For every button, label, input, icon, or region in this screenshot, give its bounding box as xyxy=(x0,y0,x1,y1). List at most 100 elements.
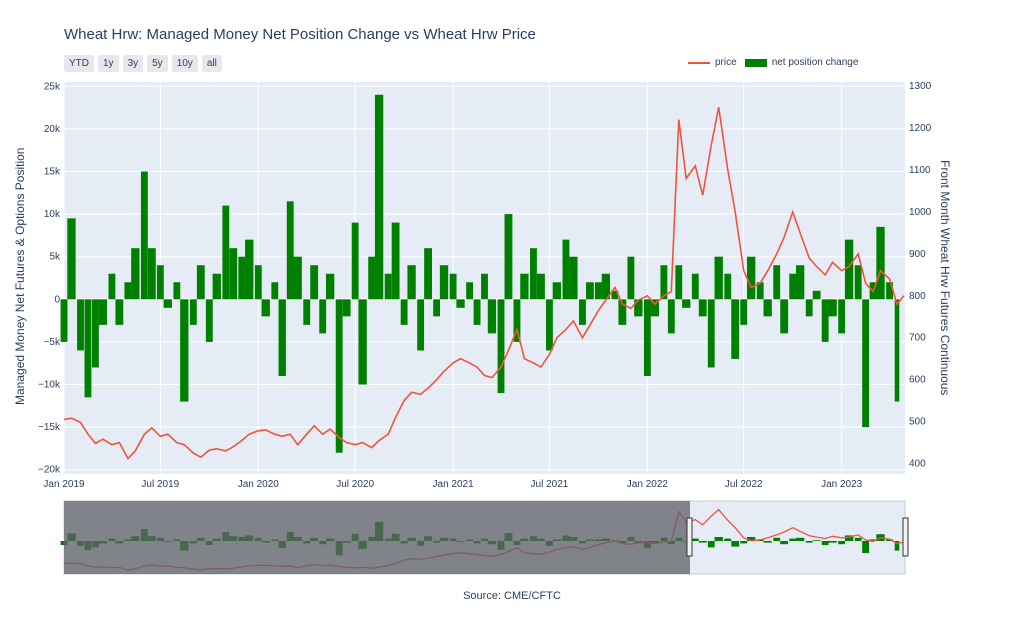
bar-net-position-change xyxy=(173,282,181,300)
bar-net-position-change xyxy=(156,265,164,300)
x-tick-label: Jul 2019 xyxy=(141,479,179,490)
range-slider-handle-right[interactable] xyxy=(902,517,909,557)
slider-bar-net-position-change xyxy=(828,541,837,543)
range-button-10y[interactable]: 10y xyxy=(171,55,198,72)
range-button-5y[interactable]: 5y xyxy=(147,55,168,72)
x-tick-label: Jan 2020 xyxy=(238,479,280,490)
bar-net-position-change xyxy=(611,290,619,300)
x-tick-label: Jul 2022 xyxy=(725,479,763,490)
bar-net-position-change xyxy=(400,299,408,325)
bar-net-position-change xyxy=(212,273,221,300)
bar-net-position-change xyxy=(812,290,821,300)
bar-net-position-change xyxy=(795,265,805,300)
bar-net-position-change xyxy=(756,282,764,300)
bar-net-position-change xyxy=(147,248,156,300)
slider-bar-net-position-change xyxy=(724,538,732,541)
bar-net-position-change xyxy=(229,248,238,300)
range-button-3y[interactable]: 3y xyxy=(122,55,144,72)
bar-net-position-change xyxy=(91,299,99,368)
bar-net-position-change xyxy=(894,299,900,402)
x-tick-label: Jan 2022 xyxy=(627,479,669,490)
bar-net-position-change xyxy=(84,299,92,398)
bar-net-position-change xyxy=(773,265,781,300)
bar-net-position-change xyxy=(698,299,707,317)
range-slider-mask xyxy=(64,501,690,574)
bar-net-position-change xyxy=(358,299,367,385)
bar-net-position-change xyxy=(481,273,488,300)
slider-bar-net-position-change xyxy=(862,541,870,553)
slider-bar-net-position-change xyxy=(747,537,756,541)
range-button-ytd[interactable]: YTD xyxy=(64,55,94,72)
bar-net-position-change xyxy=(238,256,246,300)
legend-item-net-position-change[interactable]: net position change xyxy=(744,57,859,68)
bar-net-position-change xyxy=(466,282,474,300)
bar-net-position-change xyxy=(98,299,108,325)
bar-net-position-change xyxy=(163,299,172,308)
bar-net-position-change xyxy=(342,299,351,317)
bar-net-position-change xyxy=(325,273,335,300)
bar-net-position-change xyxy=(740,299,748,325)
bar-net-position-change xyxy=(407,265,416,300)
bar-net-position-change xyxy=(131,248,140,300)
bar-net-position-change xyxy=(254,265,262,300)
slider-bar-net-position-change xyxy=(869,539,877,541)
y-right-tick-label: 900 xyxy=(909,249,926,260)
bar-net-position-change xyxy=(537,273,545,300)
legend-item-price[interactable]: price xyxy=(688,57,737,68)
y-left-tick-label: 5k xyxy=(49,252,61,263)
bar-net-position-change xyxy=(196,265,205,300)
bar-net-position-change xyxy=(77,299,84,351)
bar-net-position-change xyxy=(374,94,384,300)
bar-net-position-change xyxy=(189,299,197,325)
x-tick-label: Jan 2021 xyxy=(433,479,475,490)
bar-net-position-change xyxy=(293,256,302,300)
bar-net-position-change xyxy=(286,201,294,300)
bar-net-position-change xyxy=(643,299,651,376)
range-button-all[interactable]: all xyxy=(201,55,222,72)
bar-net-position-change xyxy=(854,265,862,300)
slider-bar-net-position-change xyxy=(691,538,699,541)
bar-net-position-change xyxy=(763,299,772,317)
bar-net-position-change xyxy=(368,256,376,300)
bar-net-position-change xyxy=(108,273,116,300)
y-right-tick-label: 1300 xyxy=(909,81,932,92)
bar-net-position-change xyxy=(585,282,594,300)
bar-net-position-change xyxy=(513,299,521,342)
x-tick-label: Jul 2020 xyxy=(336,479,374,490)
slider-bar-net-position-change xyxy=(707,541,715,548)
y-right-tick-label: 400 xyxy=(909,459,926,470)
bar-net-position-change xyxy=(449,273,457,300)
range-slider-handle-left[interactable] xyxy=(686,517,693,557)
range-button-1y[interactable]: 1y xyxy=(98,55,119,72)
bar-net-position-change xyxy=(391,222,400,300)
slider-bar-net-position-change xyxy=(773,537,781,541)
bar-net-position-change xyxy=(310,265,319,300)
y-right-tick-label: 700 xyxy=(909,333,926,344)
bar-net-position-change xyxy=(456,299,465,308)
bar-net-position-change xyxy=(67,218,76,300)
bar-net-position-change xyxy=(424,248,432,300)
y-left-tick-label: −15k xyxy=(38,422,61,433)
y-right-tick-label: 800 xyxy=(909,291,926,302)
y-left-tick-label: 20k xyxy=(44,124,61,135)
bar-net-position-change xyxy=(205,299,213,342)
slider-bar-net-position-change xyxy=(714,537,723,541)
bar-net-position-change xyxy=(60,299,68,342)
y-left-tick-label: 15k xyxy=(44,166,61,177)
bar-net-position-change xyxy=(530,248,537,300)
bar-net-position-change xyxy=(180,299,189,402)
bar-net-position-change xyxy=(789,273,797,300)
y-left-tick-label: 10k xyxy=(44,209,61,220)
bar-net-position-change xyxy=(747,256,756,300)
bar-net-position-change xyxy=(886,282,893,300)
legend-label-net-position-change: net position change xyxy=(771,57,859,68)
bar-net-position-change xyxy=(838,299,846,334)
y-right-tick-label: 1000 xyxy=(909,207,932,218)
bar-net-position-change xyxy=(675,265,683,300)
bar-net-position-change xyxy=(222,205,230,300)
y-left-tick-label: −10k xyxy=(38,380,61,391)
bar-net-position-change xyxy=(714,256,723,300)
bar-net-position-change xyxy=(667,299,675,334)
bar-net-position-change xyxy=(504,214,513,300)
